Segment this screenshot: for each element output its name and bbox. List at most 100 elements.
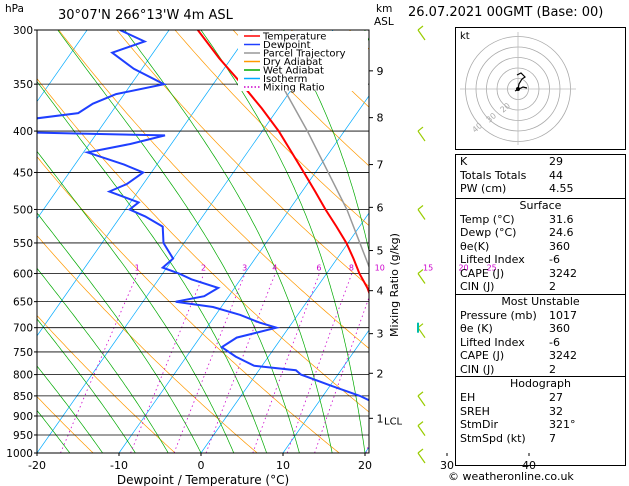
isotherm-line bbox=[200, 212, 369, 453]
hodograph-stat-label: StmDir bbox=[460, 418, 499, 431]
pressure-tick-label: 550 bbox=[13, 238, 33, 250]
km-unit: km bbox=[376, 3, 392, 15]
dry-adiabat bbox=[37, 396, 94, 453]
index-label: PW (cm) bbox=[460, 182, 507, 195]
altitude-km-label: 9 bbox=[377, 65, 384, 78]
mixing-ratio-axis-title: Mixing Ratio (g/kg) bbox=[388, 233, 401, 337]
hodograph-stat-row: SREH 32 bbox=[456, 405, 625, 419]
surface-row: Temp (°C) 31.6 bbox=[456, 213, 625, 227]
mixing-ratio-label: 10 bbox=[375, 264, 385, 273]
temperature-tick-label: -20 bbox=[28, 459, 46, 472]
credit: © weatheronline.co.uk bbox=[448, 470, 574, 483]
pressure-tick-label: 300 bbox=[13, 25, 33, 37]
mixing-ratio-line bbox=[404, 274, 462, 454]
most-unstable-label: CIN (J) bbox=[460, 362, 495, 376]
pressure-tick-label: 600 bbox=[13, 269, 33, 281]
hodograph-trace bbox=[516, 72, 526, 90]
index-label: K bbox=[460, 155, 468, 168]
most-unstable-row: Pressure (mb) 1017 bbox=[456, 309, 625, 323]
pressure-tick-label: 350 bbox=[13, 79, 33, 91]
wet-adiabat bbox=[37, 318, 136, 453]
wet-adiabat bbox=[37, 80, 267, 453]
most-unstable-title: Most Unstable bbox=[501, 294, 580, 308]
hodograph-stat-label: EH bbox=[460, 391, 476, 404]
most-unstable-label: Lifted Index bbox=[460, 335, 525, 349]
dry-adiabat bbox=[174, 30, 369, 227]
dry-adiabat bbox=[37, 235, 258, 453]
most-unstable-label: θe (K) bbox=[460, 322, 493, 335]
chart-title: 30°07'N 266°13'W 4m ASL bbox=[58, 8, 234, 23]
temperature-tick-label: 20 bbox=[358, 459, 372, 472]
pressure-tick-label: 650 bbox=[13, 297, 33, 309]
hodograph-stat-row: StmSpd (kt) 7 bbox=[456, 432, 625, 446]
altitude-km-label: 7 bbox=[377, 159, 384, 172]
mixing-ratio-line bbox=[130, 273, 205, 453]
surface-label: θe(K) bbox=[460, 239, 490, 253]
altitude-km-label: 8 bbox=[377, 112, 384, 125]
pressure-tick-label: 850 bbox=[13, 391, 33, 403]
isotherm-line bbox=[282, 329, 369, 453]
plot-area bbox=[0, 30, 462, 454]
pressure-tick-label: 400 bbox=[13, 126, 33, 138]
hodograph-stat-row: EH 27 bbox=[456, 391, 625, 405]
surface-value: 24.6 bbox=[549, 226, 574, 239]
surface-label: CAPE (J) bbox=[460, 266, 505, 280]
wind-barb-flag bbox=[417, 126, 424, 132]
mixing-ratio-line bbox=[286, 273, 353, 453]
hodograph-stat-label: StmSpd (kt) bbox=[460, 431, 526, 445]
hodograph-arrow bbox=[514, 86, 528, 92]
wind-barb-flag bbox=[417, 391, 424, 397]
surface-value: 2 bbox=[549, 280, 556, 293]
wind-barb bbox=[417, 209, 426, 220]
surface-value: 360 bbox=[549, 239, 570, 253]
index-row: PW (cm) 4.55 bbox=[456, 182, 625, 196]
isotherm-line bbox=[37, 30, 170, 220]
wind-barb-flag bbox=[417, 205, 424, 210]
wind-barb-flag bbox=[417, 25, 424, 31]
mixing-ratio-label: 1 bbox=[135, 264, 140, 273]
plot-frame bbox=[36, 29, 370, 454]
dry-adiabat bbox=[37, 315, 176, 453]
isotherm-line bbox=[0, 30, 5, 453]
hodograph-stat-value: 32 bbox=[549, 404, 563, 418]
surface-title: Surface bbox=[519, 198, 562, 212]
pressure-tick-label: 450 bbox=[13, 167, 33, 179]
most-unstable-value: 1017 bbox=[549, 308, 577, 322]
altitude-km-label: 2 bbox=[377, 367, 384, 380]
most-unstable-value: 3242 bbox=[549, 349, 577, 362]
legend-entry: Parcel Trajectory bbox=[263, 49, 346, 60]
temperature-tick-label: -10 bbox=[110, 459, 128, 472]
temperature-tick-label: 10 bbox=[276, 459, 290, 472]
mixing-ratio-line bbox=[60, 273, 138, 453]
most-unstable-row: θe (K) 360 bbox=[456, 322, 625, 336]
pressure-tick-label: 750 bbox=[13, 347, 33, 359]
surface-label: CIN (J) bbox=[460, 280, 495, 293]
indices-panel: K 29 Totals Totals 44 PW (cm) 4.55 Surface Te… bbox=[455, 154, 626, 466]
wet-adiabat bbox=[283, 30, 369, 253]
temperature-tick-label: 30 bbox=[440, 459, 454, 472]
temperature-profile bbox=[197, 30, 369, 296]
legend-entry: Temperature bbox=[262, 32, 326, 43]
surface-row: CAPE (J) 3242 bbox=[456, 267, 625, 281]
most-unstable-value: 2 bbox=[549, 362, 556, 376]
legend-entry: Mixing Ratio bbox=[263, 83, 325, 94]
mixing-ratio-label: 8 bbox=[349, 264, 354, 273]
dry-adiabat bbox=[0, 30, 11, 453]
pressure-tick-label: 500 bbox=[13, 204, 33, 216]
index-label: Totals Totals bbox=[460, 168, 527, 182]
wind-barb bbox=[417, 425, 426, 436]
pressure-tick-label: 950 bbox=[13, 430, 33, 442]
pressure-tick-label: 1000 bbox=[6, 448, 33, 460]
surface-label: Dewp (°C) bbox=[460, 226, 517, 239]
surface-row: Dewp (°C) 24.6 bbox=[456, 226, 625, 240]
parcel-trajectory-profile bbox=[250, 30, 369, 269]
altitude-km-label: 3 bbox=[377, 328, 384, 341]
surface-value: 3242 bbox=[549, 266, 577, 280]
lcl-label: LCL bbox=[384, 417, 403, 428]
altitude-km-label: 5 bbox=[377, 245, 384, 258]
isotherm-line bbox=[118, 95, 369, 453]
wind-barb-flag bbox=[417, 448, 424, 454]
hodograph-unit: kt bbox=[460, 31, 470, 42]
wet-adiabat bbox=[37, 365, 103, 453]
